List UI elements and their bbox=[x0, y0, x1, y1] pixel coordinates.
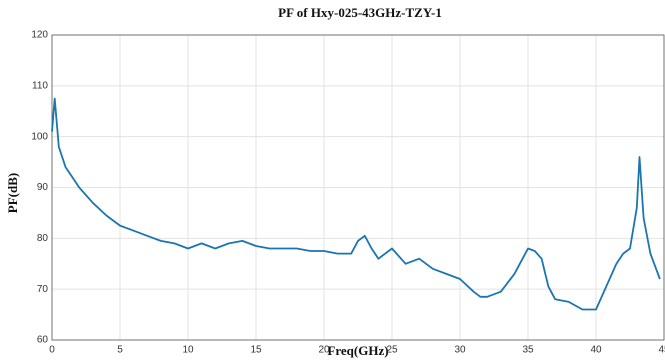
x-tick-label: 40 bbox=[590, 345, 602, 356]
x-tick-label: 0 bbox=[49, 345, 55, 356]
x-tick-label: 30 bbox=[454, 345, 466, 356]
x-tick-label: 10 bbox=[182, 345, 194, 356]
plot-frame bbox=[51, 34, 665, 341]
x-axis-label: Freq(GHz) bbox=[327, 343, 388, 358]
y-tick-label: 110 bbox=[32, 80, 48, 91]
x-tick-label: 35 bbox=[522, 345, 534, 356]
y-tick-label: 70 bbox=[37, 284, 49, 295]
x-tick-label: 25 bbox=[386, 345, 398, 356]
y-tick-label: 60 bbox=[37, 335, 49, 346]
x-tick-label: 5 bbox=[117, 345, 123, 356]
y-tick-label: 90 bbox=[37, 182, 49, 193]
x-tick-label: 45 bbox=[658, 345, 665, 356]
data-line bbox=[51, 97, 661, 311]
y-tick-label: 100 bbox=[31, 131, 48, 142]
x-tick-label: 20 bbox=[318, 345, 330, 356]
x-tick-label: 15 bbox=[250, 345, 262, 356]
y-axis-label: PF(dB) bbox=[5, 173, 20, 213]
y-tick-label: 80 bbox=[37, 233, 49, 244]
y-tick-label: 120 bbox=[31, 30, 48, 41]
chart-title: PF of Hxy-025-43GHz-TZY-1 bbox=[278, 5, 442, 20]
